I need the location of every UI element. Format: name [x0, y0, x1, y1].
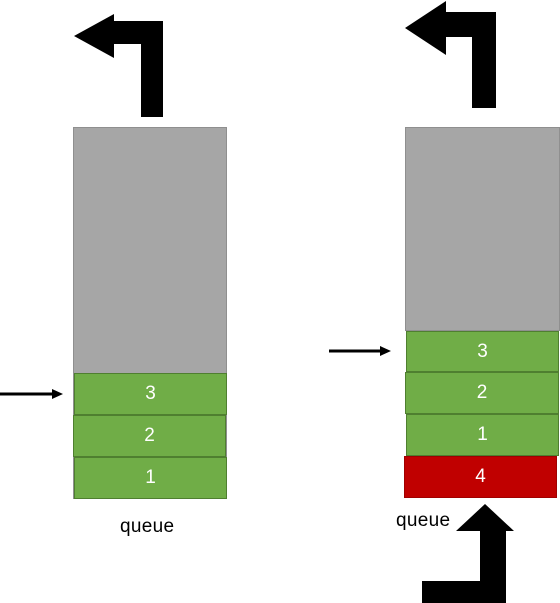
right-item-label: 1 — [477, 424, 488, 445]
left-queue-item-1: 1 — [74, 457, 227, 499]
right-queue-item-1: 1 — [406, 414, 559, 456]
right-exit-arrow-icon — [405, 1, 496, 108]
right-item-label: 2 — [476, 382, 488, 403]
left-item-label: 3 — [145, 383, 156, 404]
right-queue-caption: queue — [396, 510, 451, 531]
left-item-label: 1 — [145, 467, 156, 488]
left-exit-arrow-icon — [74, 14, 163, 117]
left-queue-item-3: 3 — [74, 373, 227, 415]
right-item-label: 4 — [475, 466, 486, 487]
right-queue-item-3: 3 — [406, 331, 559, 372]
left-pointer-arrow-icon — [0, 389, 63, 399]
left-item-label: 2 — [144, 425, 155, 446]
right-queue-item-2: 2 — [405, 372, 559, 414]
right-entry-arrow-icon — [422, 504, 514, 603]
left-queue-item-2: 2 — [73, 415, 226, 457]
left-queue-caption: queue — [120, 516, 175, 537]
right-pointer-arrow-icon — [329, 346, 391, 356]
right-queue-container — [405, 127, 560, 331]
right-item-label: 3 — [477, 340, 488, 362]
right-queue-item-4: 4 — [404, 456, 557, 498]
